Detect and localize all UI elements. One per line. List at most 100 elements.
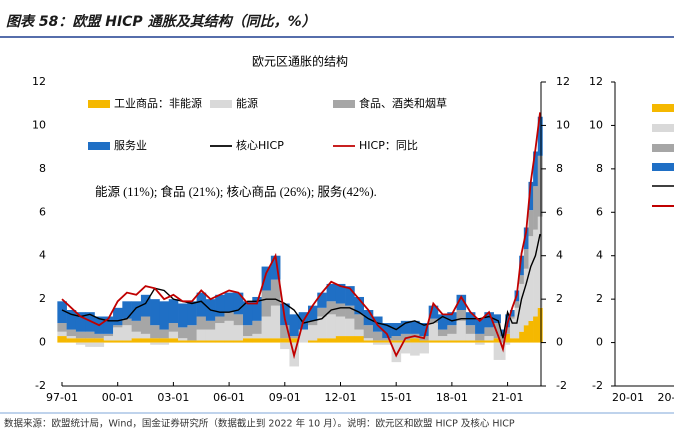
x-tick-label: 03-01 — [157, 391, 189, 404]
area-segment — [437, 336, 448, 341]
chart-title: 欧元区通胀的结构 — [252, 54, 348, 69]
area-segment — [382, 342, 392, 345]
area-segment — [168, 323, 179, 332]
area-segment — [113, 340, 123, 343]
area-segment — [363, 338, 374, 341]
area-segment — [419, 340, 429, 343]
area-segment — [519, 275, 525, 284]
area-segment — [372, 340, 383, 343]
area-segment — [178, 327, 188, 339]
area-segment — [113, 327, 123, 341]
area-segment — [382, 338, 392, 341]
area-segment — [224, 312, 235, 321]
area-segment — [419, 342, 429, 354]
area-segment — [94, 333, 105, 339]
area-segment — [196, 340, 207, 343]
area-segment — [465, 340, 476, 343]
y2-tick-label: 10 — [556, 118, 570, 131]
area-segment — [85, 342, 95, 347]
legend-swatch — [88, 142, 110, 150]
area-segment — [307, 320, 318, 326]
legend-label: HICP：同比 — [359, 139, 418, 152]
area-segment — [400, 342, 411, 354]
area-segment — [280, 325, 290, 339]
area-segment — [500, 329, 506, 337]
area-segment — [103, 316, 114, 334]
area-segment — [205, 329, 216, 341]
area-segment — [447, 325, 457, 334]
x-tick-label: 21-01 — [492, 391, 524, 404]
area-segment — [57, 336, 67, 343]
area-segment — [252, 320, 262, 334]
legend-swatch — [652, 124, 674, 132]
y-tick-label: -2 — [35, 379, 46, 392]
area-segment — [493, 342, 501, 360]
y-tick-label: 2 — [596, 292, 603, 305]
area-segment — [215, 294, 225, 317]
legend-label: 核心HICP — [236, 138, 284, 152]
area-segment — [196, 292, 207, 317]
area-segment — [519, 331, 525, 343]
area-segment — [298, 329, 309, 343]
area-segment — [363, 340, 374, 343]
area-segment — [335, 303, 346, 317]
area-segment — [326, 301, 337, 315]
y2-tick-label: -2 — [556, 379, 567, 392]
area-segment — [178, 340, 188, 343]
area-segment — [528, 236, 534, 321]
area-segment — [391, 336, 402, 341]
area-segment — [437, 329, 448, 337]
area-segment — [168, 331, 179, 339]
area-segment — [224, 320, 235, 341]
area-segment — [307, 340, 318, 343]
area-segment — [150, 299, 160, 326]
y-tick-label: 6 — [39, 205, 46, 218]
area-segment — [345, 305, 355, 319]
area-segment — [493, 338, 501, 343]
area-segment — [140, 316, 151, 334]
area-segment — [75, 342, 86, 345]
area-segment — [382, 340, 392, 343]
y2-tick-label: 4 — [556, 249, 563, 262]
area-segment — [243, 338, 253, 343]
legend-label: 能源 — [236, 96, 258, 110]
area-segment — [400, 333, 411, 341]
area-segment — [493, 323, 501, 339]
x-tick-label: 18-01 — [436, 391, 468, 404]
area-segment — [484, 340, 494, 343]
area-segment — [505, 327, 511, 334]
y2-tick-label: 0 — [556, 336, 563, 349]
area-segment — [150, 338, 160, 343]
area-segment — [509, 316, 515, 319]
area-segment — [122, 301, 132, 319]
area-segment — [317, 292, 327, 308]
area-segment — [354, 314, 364, 330]
area-segment — [270, 338, 281, 343]
area-segment — [509, 310, 515, 317]
y-tick-label: -2 — [592, 379, 603, 392]
area-segment — [537, 307, 543, 343]
area-segment — [159, 301, 170, 330]
y-tick-label: 0 — [39, 336, 46, 349]
area-segment — [252, 333, 262, 339]
line — [61, 233, 541, 339]
area-segment — [528, 181, 534, 211]
area-segment — [215, 323, 225, 341]
area-segment — [103, 336, 114, 341]
legend-label: 服务业 — [114, 139, 147, 152]
area-segment — [410, 320, 420, 334]
area-segment — [475, 340, 485, 343]
area-segment — [326, 338, 337, 343]
area-segment — [335, 316, 346, 337]
area-segment — [187, 325, 197, 341]
area-segment — [224, 340, 235, 343]
annotation: 能源 (11%); 食品 (21%); 核心商品 (26%); 服务(42%). — [95, 184, 377, 199]
x-tick-label: 09-01 — [269, 391, 301, 404]
area-segment — [523, 268, 529, 326]
area-segment — [196, 316, 207, 330]
area-segment — [66, 338, 77, 343]
area-segment — [131, 338, 142, 343]
area-segment — [233, 340, 244, 343]
area-segment — [335, 336, 346, 343]
